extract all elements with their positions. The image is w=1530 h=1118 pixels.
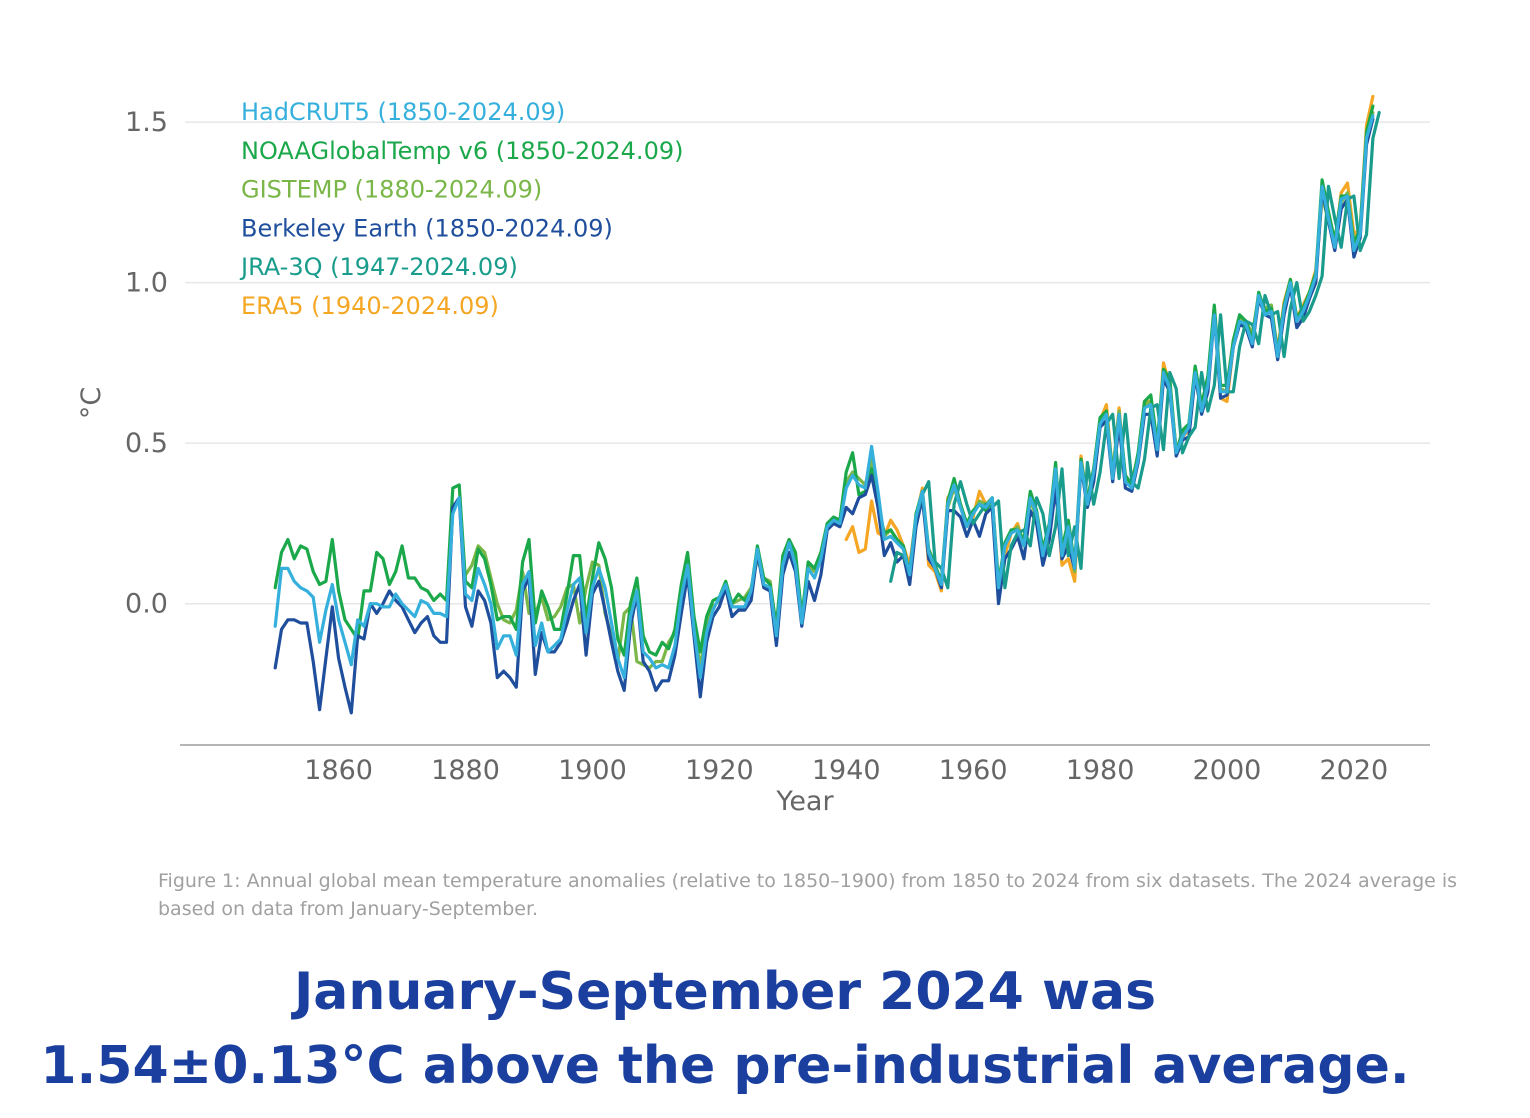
- x-axis-title: Year: [775, 786, 834, 817]
- series-line-berkeley-earth: [273, 117, 1375, 715]
- x-tick-label: 1900: [558, 755, 627, 786]
- legend: HadCRUT5 (1850-2024.09) NOAAGlobalTemp v6…: [239, 98, 683, 320]
- x-tick-label: 2020: [1319, 755, 1388, 786]
- legend-entry: HadCRUT5 (1850-2024.09): [241, 98, 565, 126]
- x-tick-label: 1960: [939, 755, 1008, 786]
- headline-line-2: 1.54±0.13°C above the pre-industrial ave…: [40, 1036, 1410, 1096]
- temperature-anomaly-chart: 0.0 0.5 1.0 1.5 1860 1880 1900 1920 1940 1960 1980…: [76, 94, 1430, 817]
- x-tick-label: 2000: [1193, 755, 1262, 786]
- legend-entry: Berkeley Earth (1850-2024.09): [241, 214, 613, 242]
- gridlines: [185, 121, 1430, 605]
- y-tick-label: 1.0: [125, 268, 168, 299]
- series-line-gistemp: [463, 110, 1375, 670]
- series-line-jra-3q: [889, 110, 1381, 590]
- y-tick-label: 0.5: [125, 428, 168, 459]
- figure-caption: Figure 1: Annual global mean temperature…: [158, 870, 1458, 920]
- y-tick-label: 0.0: [125, 589, 168, 620]
- legend-entry: JRA-3Q (1947-2024.09): [239, 253, 518, 281]
- data-series: [273, 94, 1381, 715]
- y-axis-title: °C: [76, 387, 107, 419]
- legend-entry: ERA5 (1940-2024.09): [241, 292, 499, 320]
- axes: 0.0 0.5 1.0 1.5 1860 1880 1900 1920 1940 1960 1980…: [125, 107, 1430, 786]
- series-line-hadcrut5: [273, 114, 1375, 680]
- x-tick-label: 1860: [304, 755, 373, 786]
- legend-entry: GISTEMP (1880-2024.09): [241, 176, 542, 204]
- legend-entry: NOAAGlobalTemp v6 (1850-2024.09): [241, 137, 683, 165]
- headline-line-1: January-September 2024 was: [293, 962, 1157, 1022]
- x-tick-label: 1880: [431, 755, 500, 786]
- headline: January-September 2024 was 1.54±0.13°C a…: [0, 955, 1450, 1103]
- y-tick-label: 1.5: [125, 107, 168, 138]
- x-tick-label: 1980: [1066, 755, 1135, 786]
- x-tick-label: 1920: [685, 755, 754, 786]
- x-tick-label: 1940: [812, 755, 881, 786]
